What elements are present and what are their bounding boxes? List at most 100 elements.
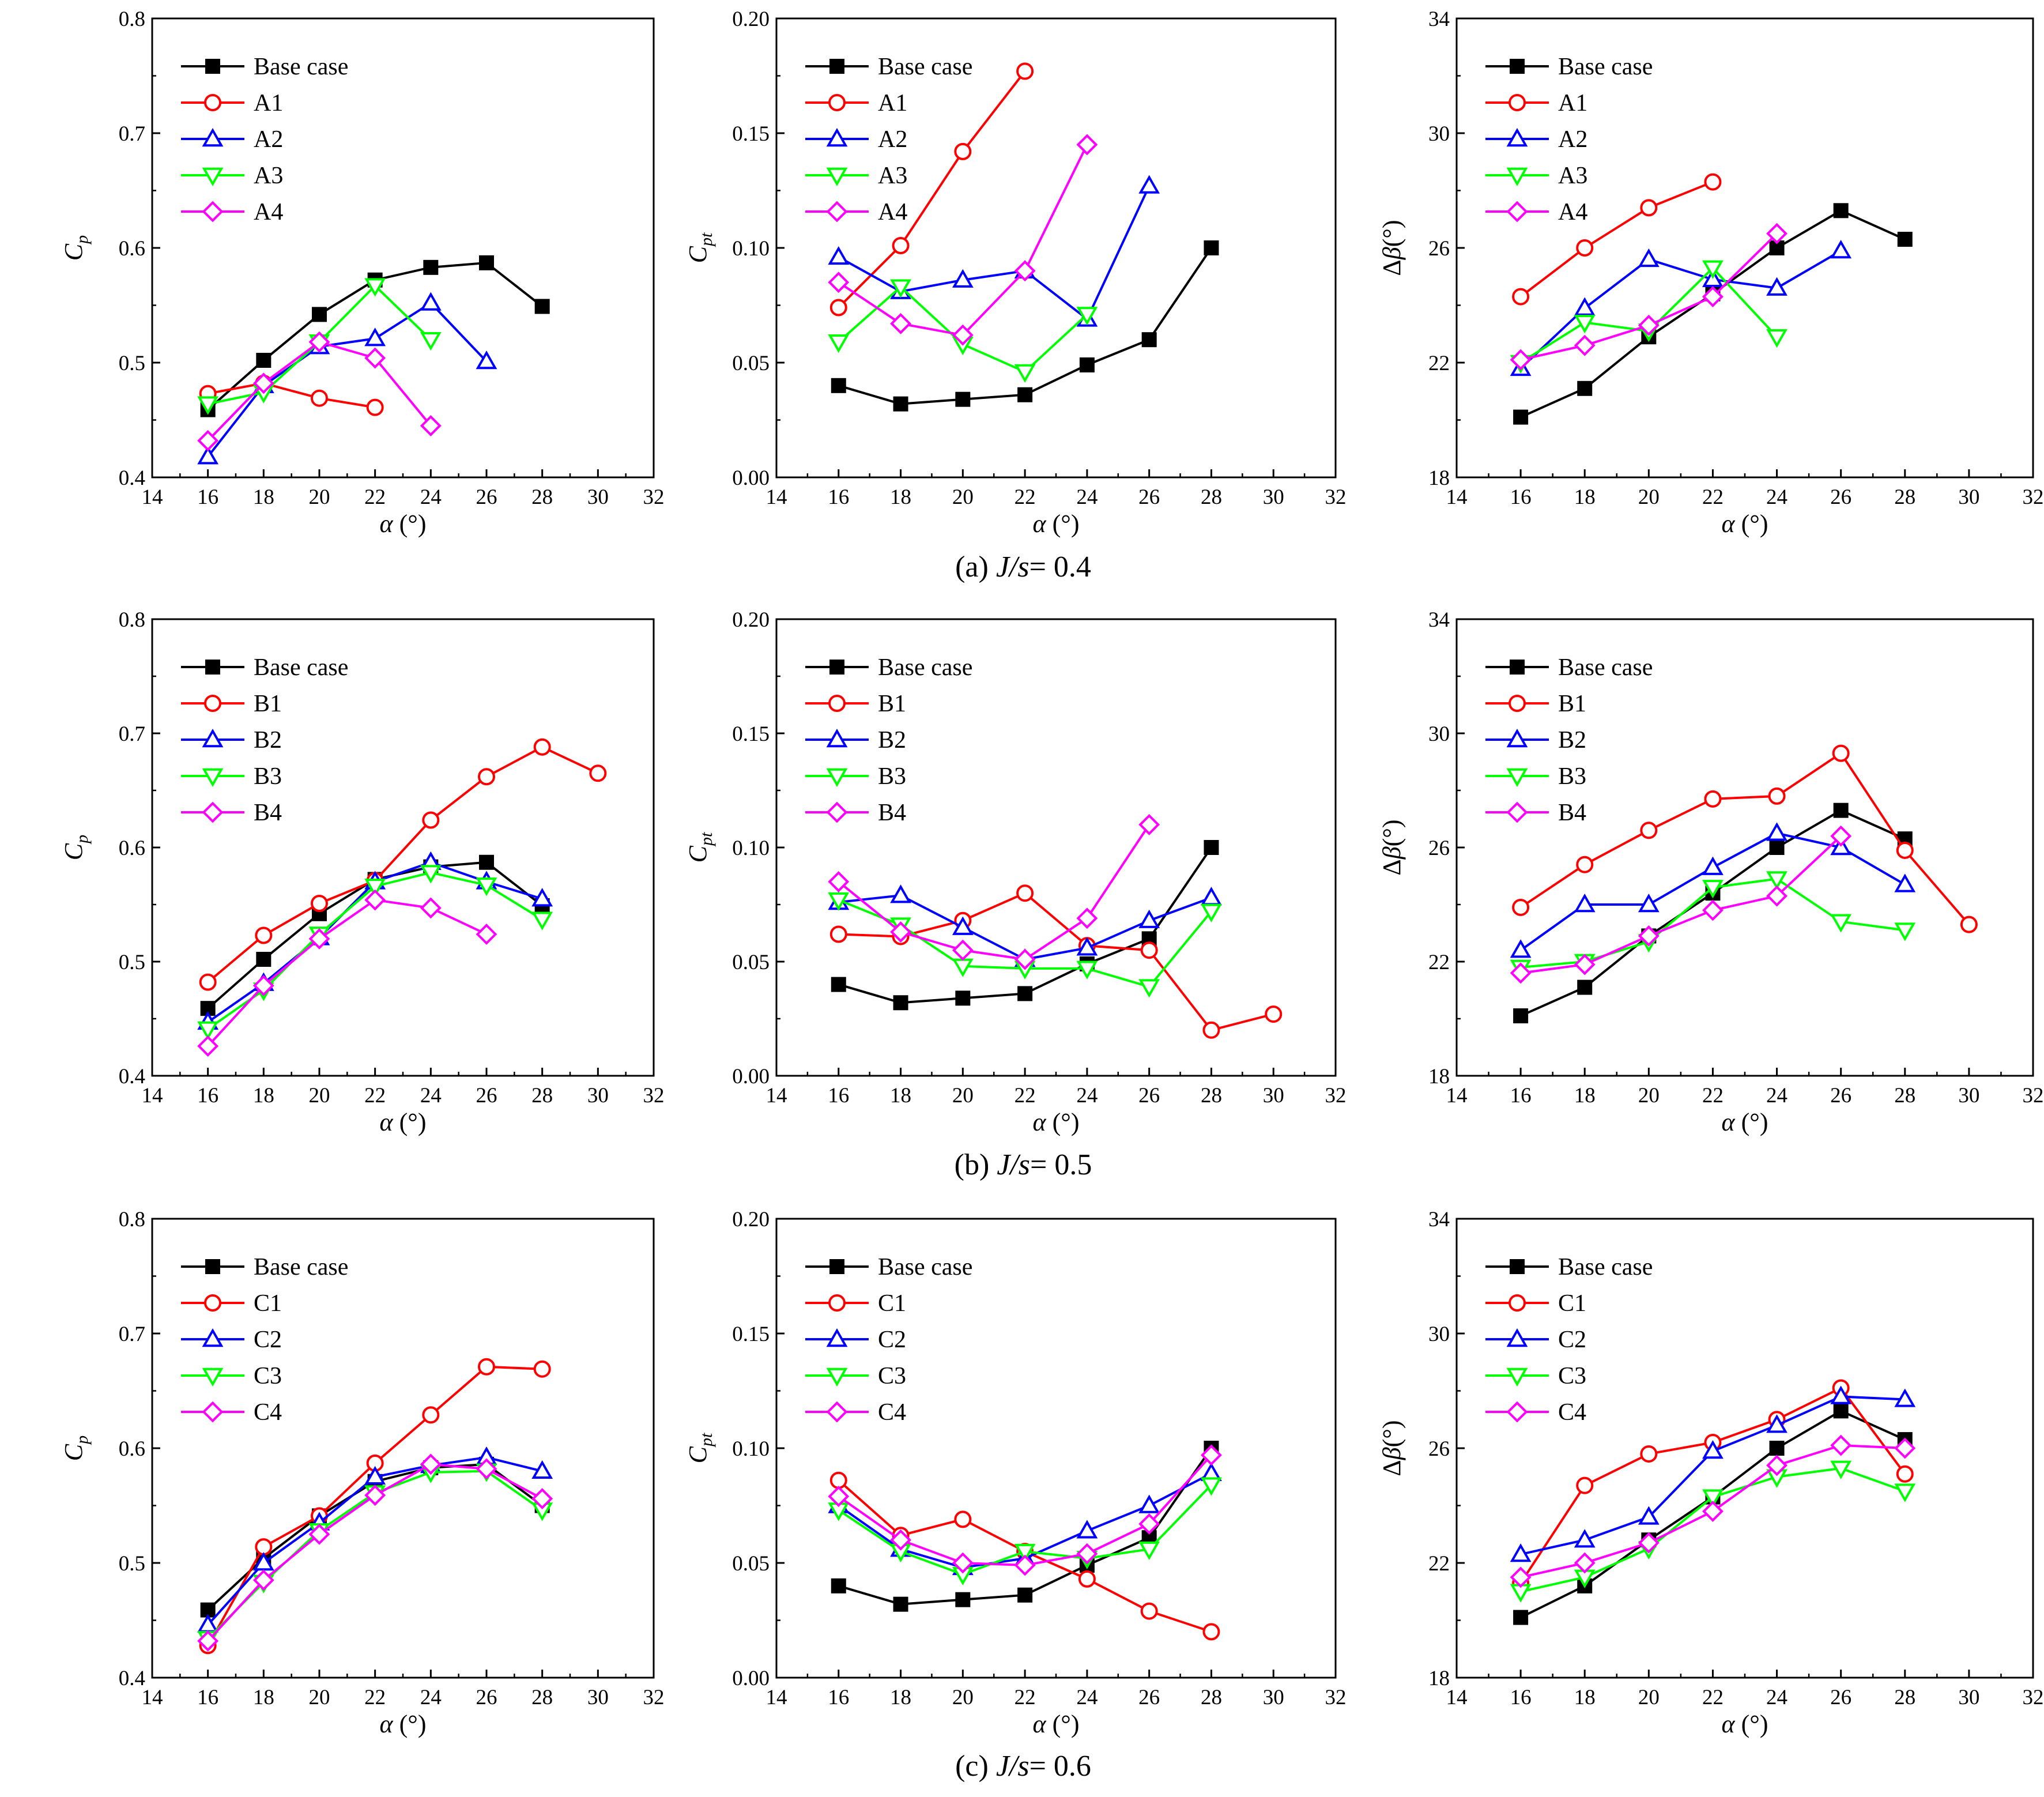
x-tick-label: 20	[1638, 1686, 1660, 1709]
x-tick-label: 14	[1446, 1686, 1468, 1709]
series-base-case	[831, 840, 1219, 1011]
triangle-down-marker	[1506, 768, 1528, 787]
legend-label: C4	[1558, 1399, 1586, 1426]
circle-marker	[422, 1406, 440, 1424]
legend-item: A4	[805, 199, 907, 225]
x-tick-label: 16	[197, 1084, 218, 1107]
square-marker	[1510, 660, 1525, 675]
diamond-marker	[364, 889, 386, 911]
plot-frame	[1455, 17, 2034, 479]
circle-marker	[1640, 1445, 1658, 1463]
diamond-marker	[1766, 223, 1787, 244]
diamond-marker	[828, 871, 850, 892]
diamond-marker	[476, 924, 497, 945]
x-tick-label: 22	[1015, 1084, 1036, 1107]
triangle-up-marker	[1506, 729, 1528, 748]
diamond-marker	[308, 331, 330, 353]
square-marker	[829, 1259, 844, 1274]
y-tick-label: 0.10	[732, 237, 770, 261]
y-tick-label: 0.8	[119, 608, 145, 632]
triangle-up-marker	[826, 128, 848, 147]
circle-marker	[1140, 1602, 1158, 1620]
series-b1	[1512, 744, 1978, 933]
triangle-up-marker	[1702, 856, 1724, 875]
y-tick-label: 0.05	[732, 352, 770, 375]
x-tick-label: 22	[1015, 485, 1036, 509]
x-axis-title: α (°)	[379, 1710, 426, 1738]
series-a4	[197, 331, 442, 451]
triangle-down-marker	[890, 279, 911, 298]
chart-panel-5: 14 16 18 20 22 24 26 28 30 32 0.00 0.05 0.10 0.15 0.20…	[684, 608, 1347, 1136]
legend-item: B4	[805, 800, 906, 826]
x-tick-label: 26	[1138, 1084, 1160, 1107]
legend-label: Base case	[878, 54, 972, 80]
y-tick-label: 34	[1428, 1208, 1450, 1231]
x-tick-label: 20	[309, 485, 330, 509]
chart-panel-1: 14 16 18 20 22 24 26 28 30 32 0.4 0.5 0.6 0.7 0.8 α (°)…	[59, 7, 665, 538]
diamond-marker	[1014, 948, 1036, 970]
diamond-marker	[1574, 334, 1596, 356]
triangle-down-marker	[476, 877, 497, 896]
circle-marker	[366, 398, 384, 416]
legend-item: C4	[1485, 1399, 1586, 1426]
series-a4	[1510, 223, 1787, 371]
square-marker	[1513, 1610, 1529, 1625]
y-tick-label: 0.8	[119, 1208, 145, 1231]
x-tick-label: 20	[1638, 485, 1660, 509]
x-tick-label: 30	[587, 1084, 609, 1107]
x-tick-label: 30	[1263, 485, 1284, 509]
circle-marker	[199, 973, 217, 991]
series-line	[838, 185, 1151, 321]
x-tick-label: 26	[1830, 485, 1851, 509]
legend-label: B1	[878, 691, 906, 717]
square-marker	[893, 1596, 908, 1612]
series-a4	[828, 134, 1098, 346]
legend-label: C2	[878, 1327, 906, 1353]
diamond-marker	[1766, 885, 1787, 907]
circle-marker	[1640, 199, 1658, 217]
legend-item: Base case	[181, 54, 348, 80]
legend-label: A2	[1558, 126, 1587, 153]
triangle-down-marker	[1076, 960, 1098, 980]
diamond-marker	[1830, 825, 1852, 847]
x-tick-label: 16	[1510, 1686, 1532, 1709]
x-tick-label: 22	[364, 1686, 386, 1709]
x-tick-label: 26	[1138, 1686, 1160, 1709]
x-tick-label: 20	[309, 1686, 330, 1709]
y-axis-title-main: C	[59, 1444, 88, 1461]
square-marker	[205, 660, 220, 675]
x-tick-label: 14	[1446, 1084, 1468, 1107]
x-tick-label: 30	[1958, 1686, 1979, 1709]
x-axis-title: α (°)	[379, 1108, 426, 1136]
legend-item: A3	[181, 163, 283, 189]
x-tick-label: 16	[197, 1686, 218, 1709]
y-axis-title: Cp	[59, 1436, 92, 1461]
y-axis-title-beta: β	[1378, 846, 1406, 860]
legend-item: A3	[1485, 163, 1587, 189]
y-axis-title: Δβ(°)	[1378, 819, 1406, 875]
legend-label: C3	[1558, 1363, 1586, 1389]
y-tick-label: 0.00	[732, 1667, 770, 1690]
x-tick-label: 18	[253, 1686, 274, 1709]
legend-item: Base case	[805, 1254, 972, 1280]
series-base-case	[1513, 203, 1913, 425]
square-marker	[955, 1592, 971, 1607]
caption-2: (b) J/s= 0.5	[955, 1148, 1092, 1181]
diamond-marker	[1138, 813, 1160, 835]
x-axis-title-symbol: α	[1721, 1710, 1735, 1738]
y-tick-label: 22	[1428, 352, 1450, 375]
square-marker	[893, 396, 908, 412]
y-tick-label: 22	[1428, 951, 1450, 974]
legend: Base case A1 A2 A3 A4	[1485, 54, 1653, 225]
square-marker	[831, 378, 846, 393]
legend-item: C3	[181, 1363, 282, 1389]
x-tick-label: 32	[1325, 1084, 1347, 1107]
diamond-marker	[1702, 286, 1724, 308]
legend-label: A1	[878, 90, 907, 116]
x-tick-label: 24	[420, 1686, 442, 1709]
series-b4	[197, 889, 497, 1057]
diamond-marker	[826, 1401, 848, 1423]
y-axis-title-main: C	[684, 246, 712, 263]
triangle-down-marker	[1702, 260, 1724, 279]
diamond-marker	[1201, 1444, 1222, 1466]
